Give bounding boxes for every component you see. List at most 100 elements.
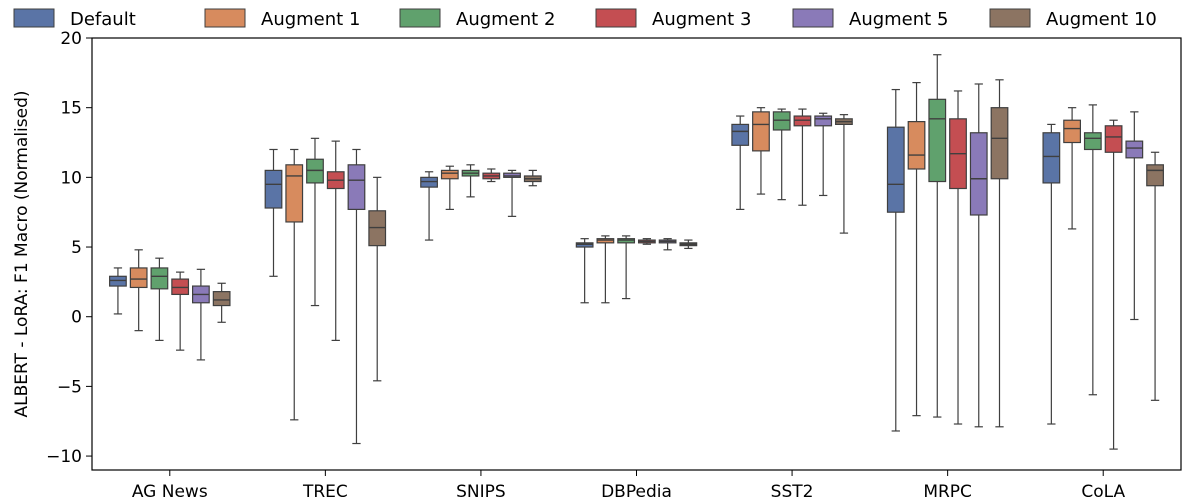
y-tick-label: −5 — [57, 377, 82, 397]
legend-label: Augment 5 — [849, 9, 948, 30]
box-augment-1 — [130, 250, 147, 331]
box-iqr — [753, 112, 770, 151]
y-tick-label: 5 — [71, 238, 82, 258]
box-iqr — [442, 170, 459, 178]
box-augment-2 — [618, 236, 635, 299]
box-augment-2 — [462, 165, 479, 197]
legend-item: Augment 3 — [596, 9, 751, 30]
legend-item: Augment 1 — [205, 9, 360, 30]
box-augment-1 — [908, 83, 925, 416]
x-tick-label: SST2 — [771, 482, 814, 502]
y-tick-label: 0 — [71, 308, 82, 328]
y-tick-label: 20 — [60, 29, 82, 49]
box-augment-1 — [286, 149, 303, 419]
box-augment-5 — [1126, 112, 1143, 320]
box-augment-10 — [213, 283, 230, 322]
box-iqr — [286, 165, 303, 222]
box-augment-5 — [348, 149, 365, 443]
y-tick-label: 10 — [60, 168, 82, 188]
y-tick-label: −10 — [46, 447, 82, 467]
box-augment-10 — [369, 177, 386, 380]
box-augment-5 — [193, 269, 210, 360]
box-iqr — [348, 165, 365, 210]
box-iqr — [1064, 120, 1081, 142]
legend-swatch — [205, 9, 245, 27]
box-iqr — [1043, 133, 1060, 183]
box-iqr — [151, 268, 168, 289]
legend-item: Augment 2 — [400, 9, 555, 30]
box-augment-10 — [836, 115, 853, 233]
x-tick-label: CoLA — [1081, 482, 1125, 502]
box-augment-5 — [659, 239, 676, 250]
box-augment-10 — [991, 80, 1008, 427]
box-iqr — [815, 116, 832, 126]
box-augment-3 — [639, 239, 656, 245]
legend-swatch — [596, 9, 636, 27]
box-default — [421, 172, 438, 240]
legend-item: Augment 10 — [990, 9, 1157, 30]
x-axis: AG News TREC SNIPS DBPedia SST2 MRPC CoLA — [132, 470, 1126, 502]
x-tick-label: DBPedia — [601, 482, 672, 502]
legend: Default Augment 1 Augment 2 Augment 3 Augmen… — [14, 9, 1157, 30]
box-augment-2 — [1085, 105, 1102, 395]
box-default — [110, 268, 127, 314]
y-tick-label: 15 — [60, 99, 82, 119]
legend-swatch — [400, 9, 440, 27]
box-iqr — [908, 122, 925, 169]
legend-label: Default — [70, 9, 136, 30]
box-default — [265, 149, 282, 276]
box-augment-2 — [929, 55, 946, 417]
box-augment-1 — [753, 108, 770, 194]
box-iqr — [929, 99, 946, 181]
box-augment-3 — [794, 109, 811, 205]
box-augment-3 — [1105, 120, 1122, 449]
box-iqr — [970, 133, 987, 215]
box-iqr — [1085, 133, 1102, 150]
x-tick-label: SNIPS — [456, 482, 506, 502]
box-augment-5 — [504, 170, 521, 216]
box-default — [887, 90, 904, 431]
legend-swatch — [793, 9, 833, 27]
box-iqr — [213, 292, 230, 306]
box-augment-1 — [442, 166, 459, 209]
x-tick-label: MRPC — [923, 482, 972, 502]
box-augment-3 — [172, 272, 189, 350]
box-augment-1 — [597, 236, 614, 303]
box-augment-5 — [815, 113, 832, 195]
x-tick-label: TREC — [302, 482, 348, 502]
box-iqr — [1105, 126, 1122, 152]
box-default — [732, 116, 749, 209]
box-augment-3 — [483, 169, 500, 182]
box-iqr — [991, 108, 1008, 179]
y-axis: −10 −5 0 5 10 15 20 — [46, 29, 92, 467]
legend-item: Augment 5 — [793, 9, 948, 30]
box-iqr — [1126, 141, 1143, 158]
x-tick-label: AG News — [132, 482, 208, 502]
box-augment-10 — [680, 240, 697, 248]
box-augment-2 — [151, 258, 168, 340]
box-default — [1043, 124, 1060, 424]
box-iqr — [265, 170, 282, 208]
legend-swatch — [14, 9, 54, 27]
y-axis-title: ALBERT - LoRA: F1 Macro (Normalised) — [12, 90, 32, 417]
box-iqr — [732, 124, 749, 145]
box-augment-5 — [970, 84, 987, 427]
box-augment-2 — [307, 138, 324, 305]
legend-label: Augment 1 — [261, 9, 360, 30]
box-default — [576, 239, 593, 303]
box-iqr — [1147, 165, 1164, 186]
plot-area — [110, 55, 1164, 449]
legend-swatch — [990, 9, 1030, 27]
box-augment-10 — [524, 170, 541, 185]
legend-label: Augment 3 — [652, 9, 751, 30]
box-augment-2 — [773, 109, 790, 200]
box-iqr — [887, 127, 904, 212]
plot-frame — [92, 38, 1181, 470]
box-augment-10 — [1147, 152, 1164, 400]
legend-item: Default — [14, 9, 136, 30]
box-augment-1 — [1064, 108, 1081, 229]
box-iqr — [130, 268, 147, 288]
legend-label: Augment 10 — [1046, 9, 1157, 30]
legend-label: Augment 2 — [456, 9, 555, 30]
